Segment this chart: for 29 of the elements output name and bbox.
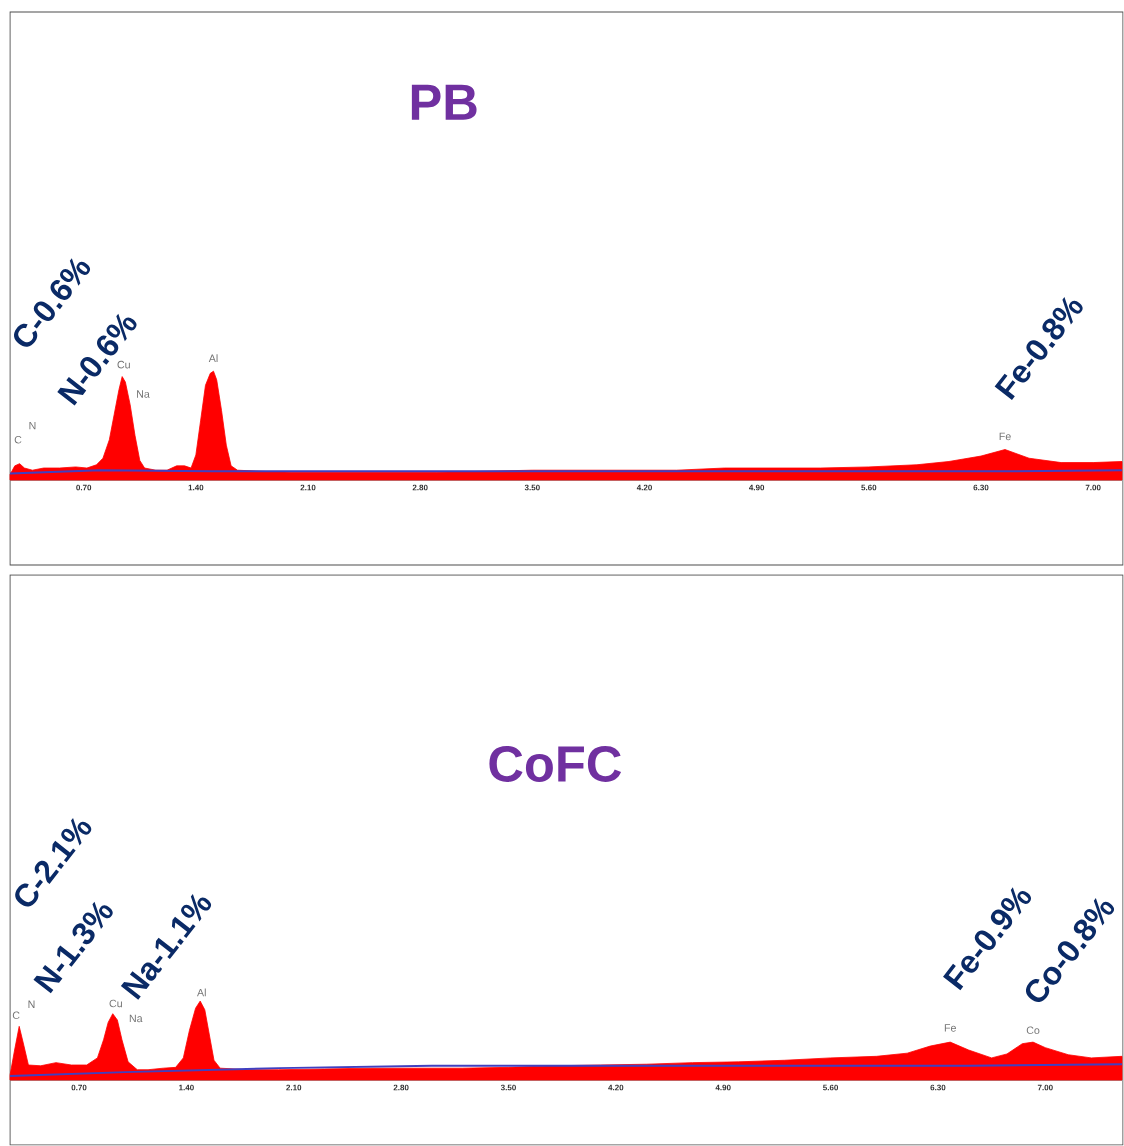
chart-title: CoFC (489, 746, 622, 782)
x-tick-label: 2.10 (300, 484, 316, 491)
x-tick-label: 1.40 (188, 484, 204, 491)
x-tick-label: 0.70 (76, 484, 92, 491)
annotation: C (13, 1011, 20, 1020)
x-tick-label: 5.60 (861, 484, 877, 491)
x-tick-label: 3.50 (501, 1084, 517, 1091)
annotation: Cu (109, 999, 123, 1008)
x-tick-label: 6.30 (973, 484, 989, 491)
annotation: N (28, 1000, 35, 1008)
x-tick-label: 0.70 (71, 1084, 87, 1091)
x-tick-label: 7.00 (1038, 1084, 1053, 1091)
x-tick-label: 4.90 (749, 484, 765, 491)
x-tick-label: 2.80 (412, 484, 428, 491)
text: Al (209, 354, 218, 362)
x-tick-label: 7.00 (1085, 484, 1101, 491)
x-tick-label: 2.80 (393, 1084, 409, 1091)
x-tick-label: 5.60 (823, 1084, 839, 1091)
x-tick-label: 1.40 (179, 1084, 195, 1091)
x-tick-label: 3.50 (524, 484, 541, 491)
annotation: Fe (945, 1024, 957, 1032)
x-tick-label: 4.20 (637, 484, 653, 491)
x-tick-label: 4.20 (608, 1084, 624, 1091)
x-tick-label: 2.10 (286, 1084, 302, 1091)
x-tick-label: 4.90 (715, 1084, 731, 1091)
x-tick-label: 6.30 (930, 1084, 946, 1091)
annotation: Na (130, 1014, 143, 1023)
annotation: Co (1027, 1026, 1040, 1035)
chart-title: PB (412, 84, 477, 120)
